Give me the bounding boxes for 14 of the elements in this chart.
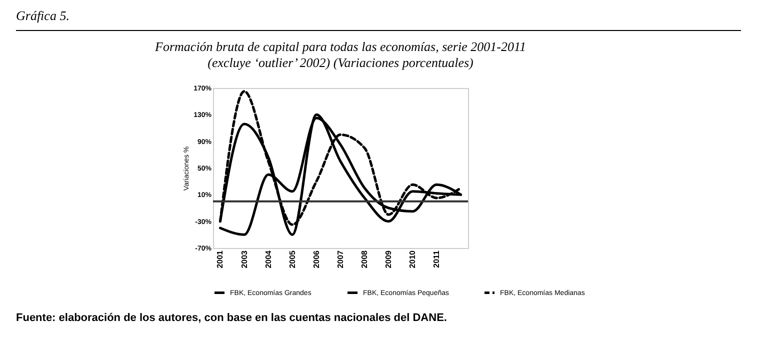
x-tick-label: 2004 xyxy=(264,250,273,268)
text: Gráfica 5. xyxy=(16,8,741,31)
x-tick-label: 2009 xyxy=(384,250,394,268)
x-tick-label: 2005 xyxy=(288,250,297,268)
x-tick-label: 2008 xyxy=(360,250,370,268)
x-tick-label: 2007 xyxy=(336,250,345,268)
chart-title: Formación bruta de capital para todas las economías, serie 2001-2011 xyxy=(154,39,526,54)
x-tick-label: 2006 xyxy=(312,250,321,268)
source-note: Fuente: elaboración de los autores, con base en las cuentas nacionales del DANE. xyxy=(16,312,447,324)
chart-subtitle: (excluye ‘outlier’ 2002) (Variaciones porcentuales) xyxy=(208,55,474,70)
x-tick-label: 2003 xyxy=(240,250,249,268)
x-tick-label: 2011 xyxy=(432,250,442,268)
x-tick-label: 2001 xyxy=(216,250,225,268)
x-tick-label: 2010 xyxy=(408,250,418,268)
